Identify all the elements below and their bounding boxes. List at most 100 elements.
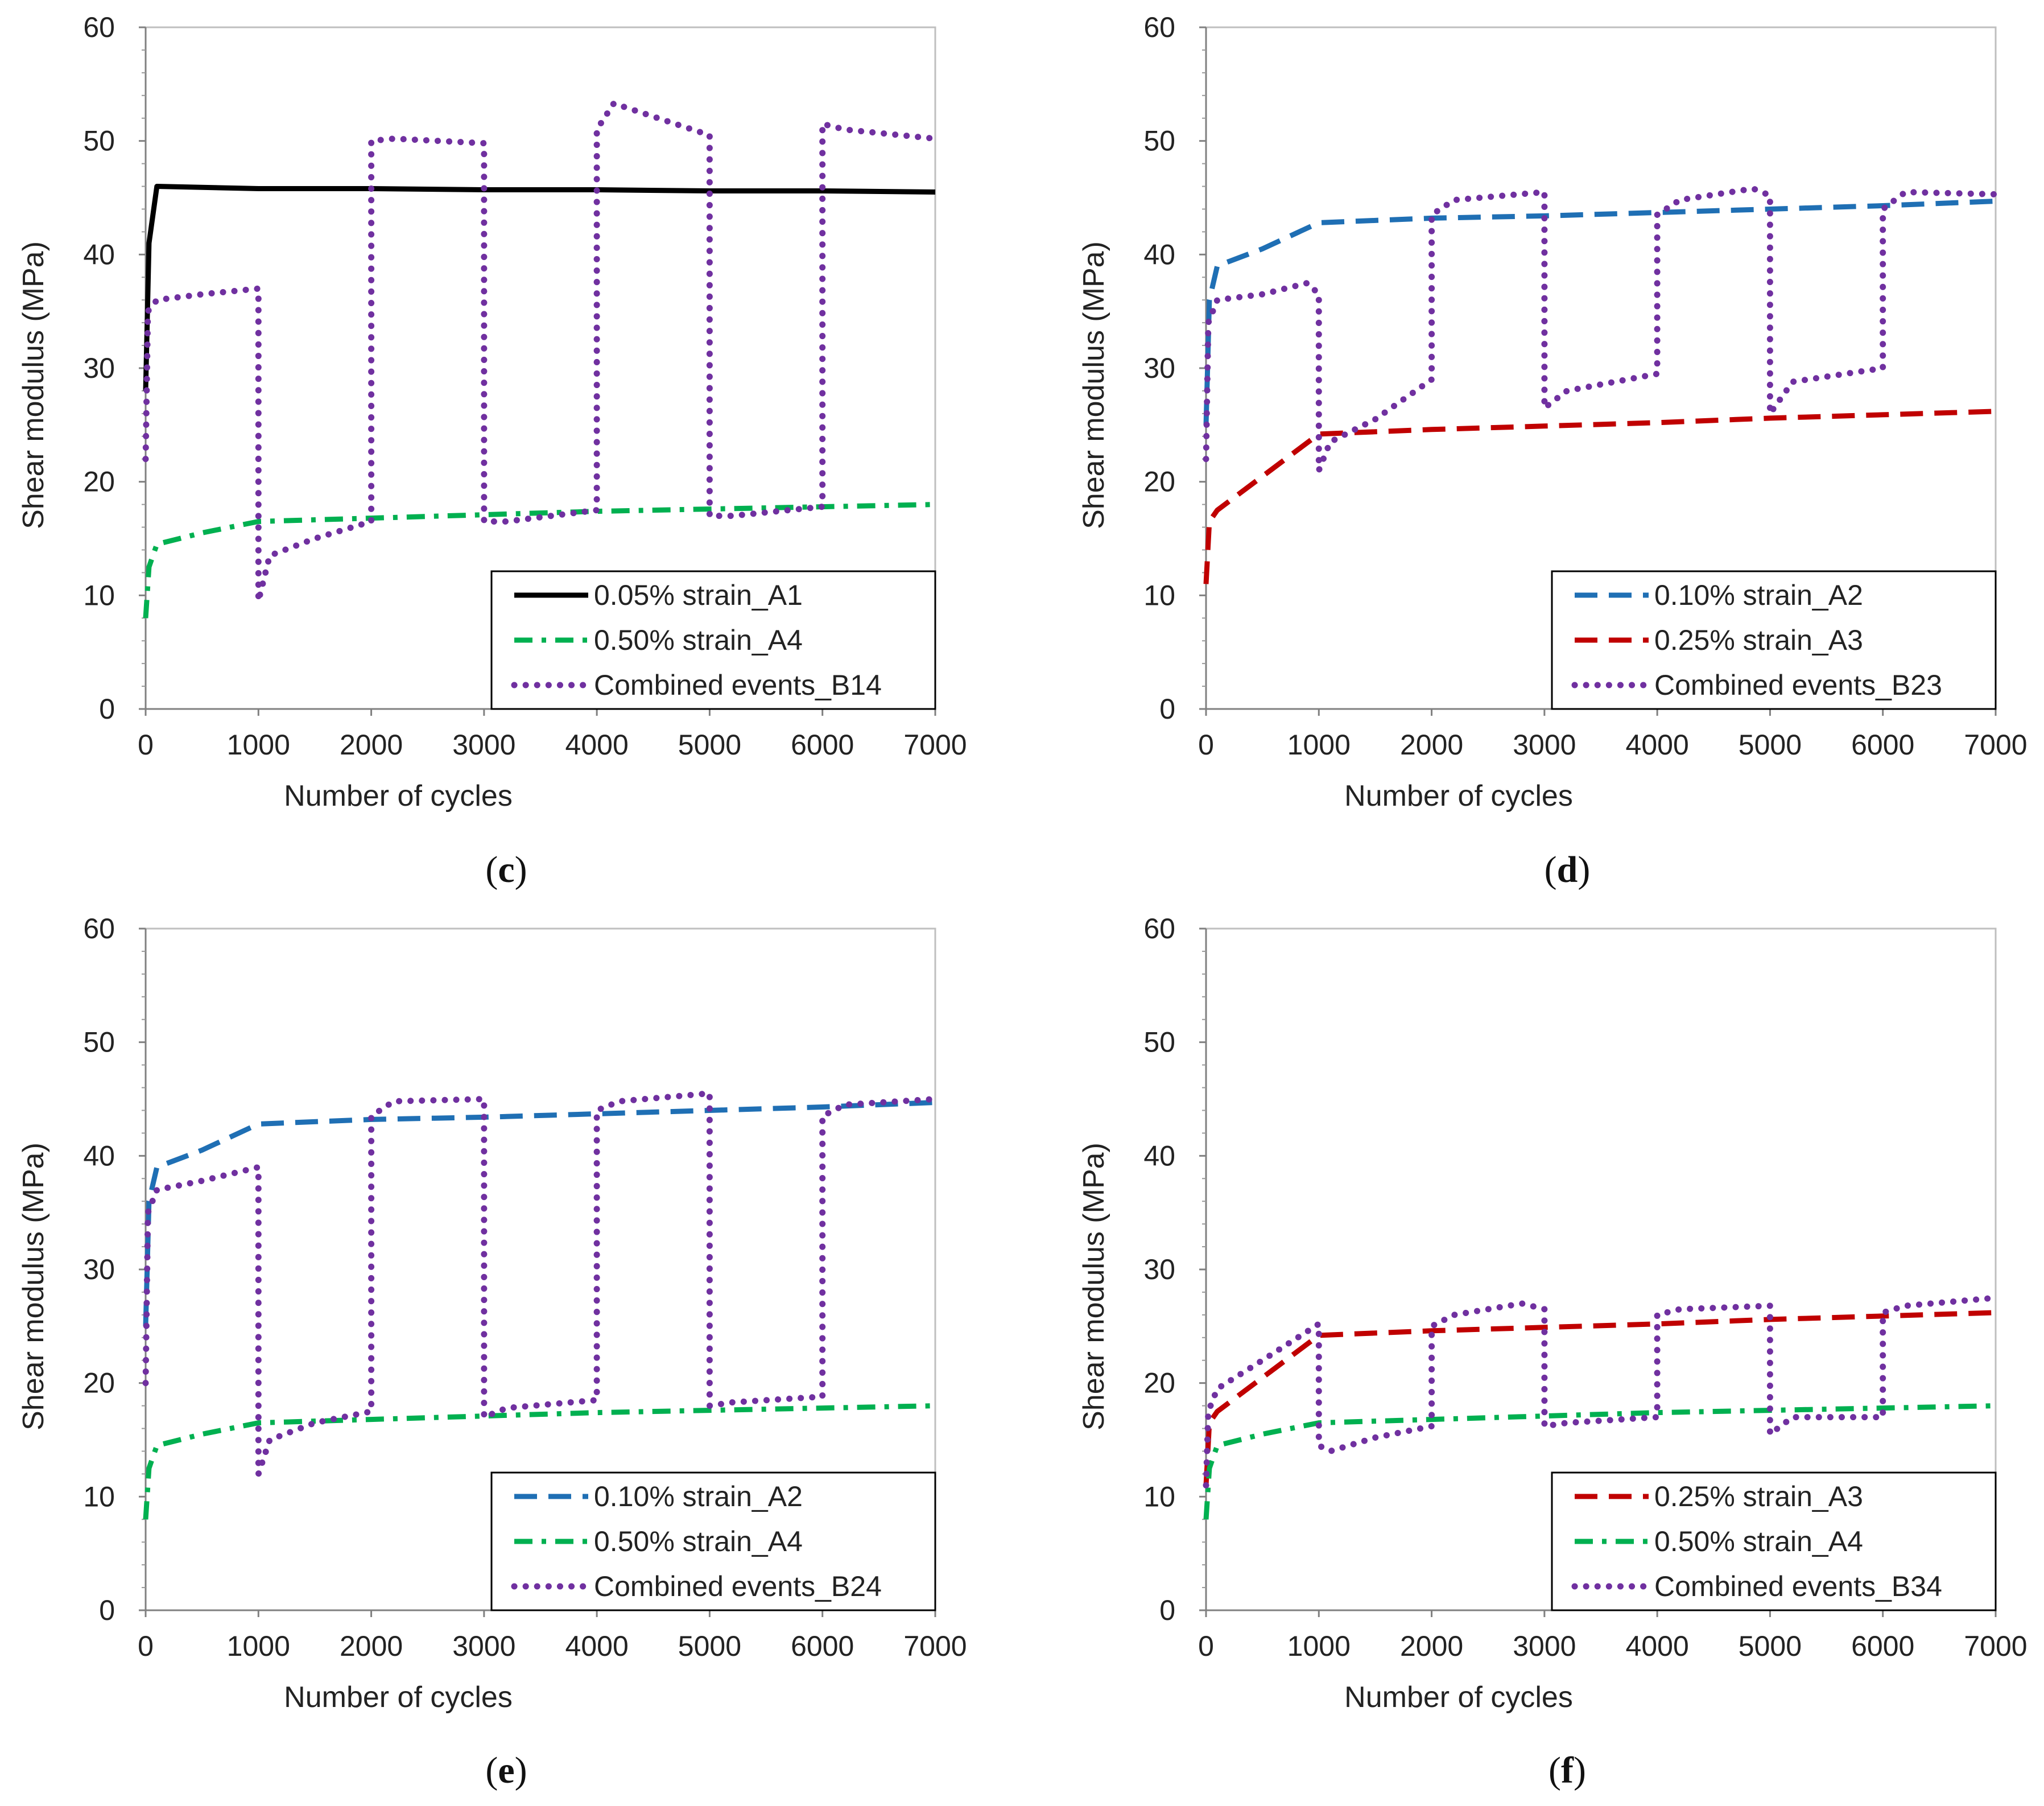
x-tick-label: 0	[138, 1630, 154, 1662]
y-tick-label: 60	[83, 913, 115, 945]
y-tick-label: 20	[1143, 466, 1175, 498]
x-tick-label: 7000	[1964, 729, 2027, 761]
x-tick-label: 1000	[1287, 1630, 1351, 1662]
x-tick-label: 5000	[1739, 729, 1802, 761]
x-tick-label: 2000	[1400, 1630, 1463, 1662]
y-tick-label: 40	[83, 1140, 115, 1172]
x-tick-label: 4000	[565, 729, 629, 761]
panel-label-open: (	[1545, 849, 1557, 890]
y-axis-title: Shear modulus (MPa)	[1077, 1143, 1110, 1430]
y-tick-label: 30	[1143, 1254, 1175, 1285]
x-tick-label: 2000	[1400, 729, 1463, 761]
chart-panel-c: 0 10 20 30 40 50 60 0 1000 2000 3000 4000 5000 6000 70…	[17, 11, 967, 813]
x-tick-label: 3000	[452, 1630, 515, 1662]
x-tick-label: 6000	[1851, 729, 1914, 761]
x-tick-label: 7000	[1964, 1630, 2027, 1662]
legend-label: Combined events_B34	[1654, 1570, 1942, 1602]
y-tick-label: 60	[1143, 913, 1175, 945]
x-tick-label: 3000	[1513, 1630, 1576, 1662]
legend-label: 0.25% strain_A3	[1654, 624, 1863, 656]
x-tick-label: 4000	[1626, 1630, 1689, 1662]
y-tick-label: 50	[1143, 125, 1175, 157]
panel-label-letter: d	[1557, 849, 1578, 890]
y-tick-label: 0	[99, 1594, 115, 1626]
y-tick-label: 0	[99, 693, 115, 725]
x-tick-label: 7000	[903, 1630, 967, 1662]
y-tick-label: 40	[1143, 238, 1175, 270]
series-line-0-25-strain-a3	[1203, 409, 1996, 584]
series-line-combined-events-b23	[1203, 185, 1999, 474]
y-axis-title: Shear modulus (MPa)	[1077, 241, 1110, 529]
y-tick-label: 50	[83, 1026, 115, 1058]
chart-panel-f: 0 10 20 30 40 50 60 0 1000 2000 3000 4000 5000 6000 70…	[1077, 913, 2028, 1714]
panel-label: (d)	[1545, 849, 1591, 890]
y-tick-label: 60	[83, 11, 115, 43]
y-tick-label: 40	[83, 238, 115, 270]
legend: 0.10% strain_A2 0.25% strain_A3 Combined e…	[1551, 570, 1997, 710]
panel-label-letter: e	[498, 1750, 514, 1791]
panel-label-open: (	[485, 1750, 498, 1791]
y-tick-label: 10	[83, 1481, 115, 1512]
panel-label-letter: c	[498, 849, 514, 890]
legend-label: 0.05% strain_A1	[594, 579, 803, 611]
panel-label: (f)	[1549, 1750, 1586, 1791]
x-tick-label: 2000	[340, 729, 403, 761]
x-tick-label: 6000	[791, 729, 854, 761]
x-tick-label: 5000	[1739, 1630, 1802, 1662]
series-line-combined-events-b34	[1203, 1294, 1999, 1488]
panel-label-close: )	[1578, 849, 1590, 890]
y-tick-label: 0	[1159, 1594, 1175, 1626]
series-line-0-10-strain-a2	[143, 1100, 936, 1326]
series-line-0-05-strain-a1	[143, 184, 936, 391]
y-tick-label: 10	[1143, 579, 1175, 611]
y-tick-label: 20	[83, 466, 115, 498]
legend-label: 0.10% strain_A2	[594, 1481, 803, 1512]
y-axis-title: Shear modulus (MPa)	[17, 1143, 50, 1430]
x-tick-label: 3000	[1513, 729, 1576, 761]
x-tick-label: 0	[1198, 1630, 1214, 1662]
panel-label-close: )	[1574, 1750, 1586, 1791]
x-tick-label: 4000	[1626, 729, 1689, 761]
legend: 0.05% strain_A1 0.50% strain_A4 Combined e…	[490, 570, 936, 710]
y-axis-title: Shear modulus (MPa)	[17, 241, 50, 529]
legend-label: 0.50% strain_A4	[1654, 1525, 1863, 1557]
panel-label: (e)	[485, 1750, 527, 1791]
legend-label: 0.50% strain_A4	[594, 1525, 803, 1557]
x-tick-label: 0	[138, 729, 154, 761]
series-line-combined-events-b14	[142, 100, 939, 604]
y-tick-label: 20	[83, 1367, 115, 1399]
x-tick-label: 6000	[1851, 1630, 1914, 1662]
y-tick-label: 0	[1159, 693, 1175, 725]
legend-label: Combined events_B14	[594, 669, 882, 701]
series-line-0-50-strain-a4	[143, 1403, 936, 1520]
y-tick-label: 10	[83, 579, 115, 611]
legend: 0.10% strain_A2 0.50% strain_A4 Combined e…	[490, 1471, 936, 1611]
x-tick-label: 1000	[227, 729, 290, 761]
y-tick-label: 50	[1143, 1026, 1175, 1058]
panel-label-close: )	[515, 849, 527, 890]
x-tick-label: 3000	[452, 729, 515, 761]
series-line-0-50-strain-a4	[1203, 1403, 1996, 1520]
y-tick-label: 30	[83, 352, 115, 384]
legend-label: 0.50% strain_A4	[594, 624, 803, 656]
x-tick-label: 1000	[227, 1630, 290, 1662]
x-tick-label: 1000	[1287, 729, 1351, 761]
legend-label: 0.25% strain_A3	[1654, 1481, 1863, 1512]
chart-panel-d: 0 10 20 30 40 50 60 0 1000 2000 3000 4000 5000 6000 70…	[1077, 11, 2028, 813]
y-tick-label: 10	[1143, 1481, 1175, 1512]
y-tick-label: 60	[1143, 11, 1175, 43]
y-tick-label: 30	[1143, 352, 1175, 384]
y-tick-label: 40	[1143, 1140, 1175, 1172]
x-axis-title: Number of cycles	[1344, 780, 1573, 813]
legend-label: Combined events_B23	[1654, 669, 1942, 701]
x-axis-title: Number of cycles	[1344, 1681, 1573, 1714]
series-line-0-10-strain-a2	[1203, 199, 1996, 425]
x-tick-label: 5000	[678, 1630, 741, 1662]
x-tick-label: 6000	[791, 1630, 854, 1662]
legend-label: 0.10% strain_A2	[1654, 579, 1863, 611]
panel-label-letter: f	[1561, 1750, 1574, 1791]
x-tick-label: 5000	[678, 729, 741, 761]
legend-label: Combined events_B24	[594, 1570, 882, 1602]
series-line-0-25-strain-a3	[1203, 1310, 1996, 1486]
x-tick-label: 0	[1198, 729, 1214, 761]
